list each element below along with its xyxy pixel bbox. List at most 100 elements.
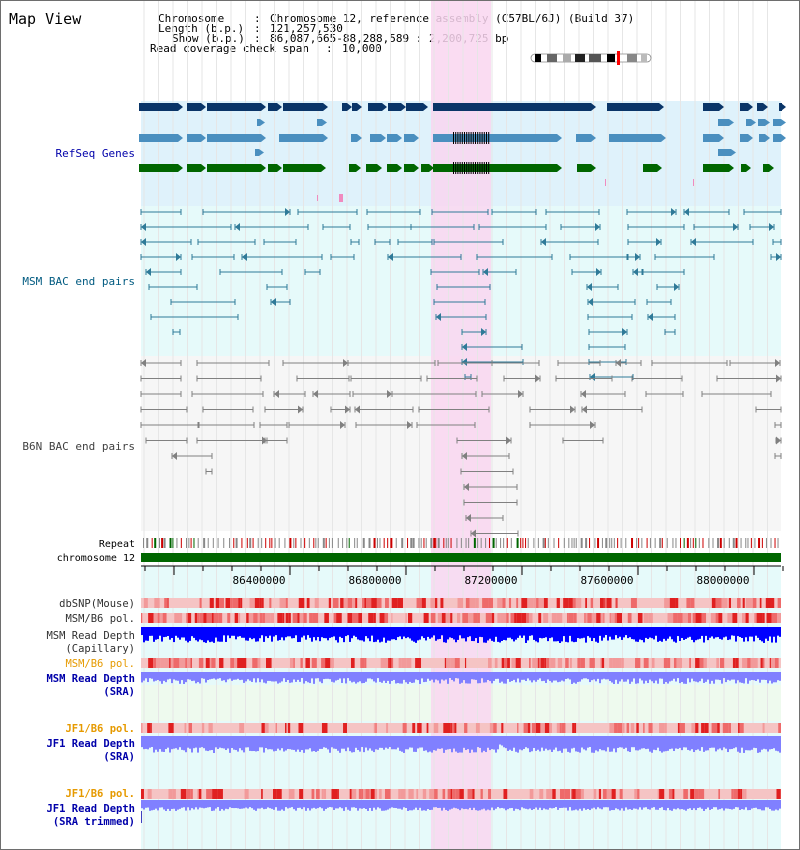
- gene-strand-arrow: [781, 119, 786, 126]
- depth-bar: [381, 736, 383, 748]
- heat-cell: [549, 658, 551, 668]
- depth-bar: [391, 672, 393, 681]
- depth-bar: [227, 800, 229, 810]
- depth-bar: [413, 627, 415, 642]
- repeat-element: [410, 538, 413, 548]
- gene-exon-tick: [472, 162, 474, 174]
- depth-bar: [459, 800, 461, 811]
- repeat-element: [437, 538, 440, 548]
- heat-cell: [169, 658, 171, 668]
- depth-bar: [519, 672, 521, 683]
- repeat-element: [683, 538, 685, 548]
- gene-exon: [279, 134, 323, 142]
- depth-bar: [355, 800, 357, 808]
- depth-bar: [721, 627, 723, 640]
- depth-bar: [413, 800, 415, 810]
- depth-bar: [713, 800, 715, 808]
- depth-bar: [367, 736, 369, 751]
- heat-cell: [556, 598, 560, 608]
- depth-bar: [679, 672, 681, 684]
- heat-cell: [738, 723, 740, 733]
- heat-cell: [538, 598, 544, 608]
- gene-exon-tick: [455, 162, 457, 174]
- gene-exon: [491, 134, 557, 142]
- heat-cell: [209, 658, 212, 668]
- depth-bar: [145, 736, 147, 749]
- gene-strand-arrow: [557, 164, 562, 172]
- label-chromosome: chromosome 12: [57, 553, 135, 564]
- read-depth-tracks[interactable]: [141, 627, 781, 823]
- depth-bar: [375, 672, 377, 683]
- depth-bar: [289, 800, 291, 808]
- depth-bar: [503, 800, 505, 809]
- depth-bar: [235, 672, 237, 680]
- depth-bar: [325, 627, 327, 639]
- heat-row-base: [141, 723, 781, 733]
- chromosome-ideogram[interactable]: [530, 51, 652, 65]
- label-msm-bac: MSM BAC end pairs: [22, 275, 135, 288]
- repeat-element: [611, 538, 613, 548]
- msm-bac-arrow: [684, 208, 689, 216]
- depth-bar: [327, 627, 329, 641]
- depth-bar: [547, 800, 549, 810]
- depth-bar: [195, 800, 197, 808]
- gene-strand-arrow: [347, 103, 352, 111]
- depth-bar: [681, 627, 683, 639]
- depth-bar: [291, 800, 293, 808]
- depth-bar: [361, 627, 363, 641]
- depth-bar: [637, 672, 639, 684]
- depth-bar: [417, 627, 419, 641]
- depth-bar: [193, 672, 195, 681]
- depth-bar: [715, 800, 717, 808]
- gene-strand-arrow: [323, 134, 328, 142]
- depth-bar: [263, 800, 265, 810]
- depth-bar: [627, 800, 629, 810]
- depth-bar: [459, 672, 461, 684]
- depth-bar: [217, 672, 219, 679]
- depth-bar: [523, 800, 525, 809]
- b6n-bac-track[interactable]: [140, 359, 782, 538]
- depth-bar: [497, 672, 499, 679]
- depth-bar: [573, 672, 575, 683]
- depth-bar: [577, 736, 579, 752]
- depth-bar: [273, 672, 275, 682]
- depth-bar: [241, 627, 243, 638]
- label-msm-depth-cap-1: MSM Read Depth: [46, 630, 135, 642]
- depth-bar: [355, 672, 357, 684]
- heat-cell: [198, 658, 204, 668]
- depth-bar: [357, 800, 359, 811]
- gene-strand-arrow: [201, 164, 206, 172]
- depth-bar: [203, 800, 205, 809]
- b6n-bac-arrow: [570, 405, 575, 414]
- msm-bac-track[interactable]: [140, 208, 782, 381]
- refseq-genes-track[interactable]: [139, 103, 786, 202]
- depth-bar: [247, 800, 249, 809]
- depth-bar: [707, 736, 709, 751]
- label-msm-depth-cap-2: (Capillary): [65, 643, 135, 655]
- depth-bar: [143, 627, 145, 643]
- depth-bar: [527, 672, 529, 679]
- heat-cell: [721, 598, 728, 608]
- depth-bar: [317, 627, 319, 638]
- msm-bac-arrow: [481, 328, 486, 336]
- repeat-track[interactable]: [143, 538, 779, 548]
- depth-bar: [547, 672, 549, 680]
- depth-bar: [231, 627, 233, 636]
- depth-bar: [449, 627, 451, 638]
- depth-bar: [185, 736, 187, 753]
- b6n-bac-arrow: [466, 514, 471, 522]
- depth-bar: [685, 672, 687, 684]
- depth-bar: [361, 736, 363, 748]
- depth-bar: [281, 736, 283, 749]
- depth-bar: [349, 800, 351, 811]
- heat-cell: [306, 598, 310, 608]
- heat-cell: [556, 613, 563, 623]
- heat-cell: [614, 613, 617, 623]
- heat-cell: [464, 723, 468, 733]
- depth-bar: [721, 800, 723, 809]
- snp-heat-tracks[interactable]: [141, 598, 781, 799]
- repeat-element: [553, 538, 555, 548]
- repeat-element: [450, 538, 452, 548]
- b6n-bac-arrow: [590, 421, 595, 429]
